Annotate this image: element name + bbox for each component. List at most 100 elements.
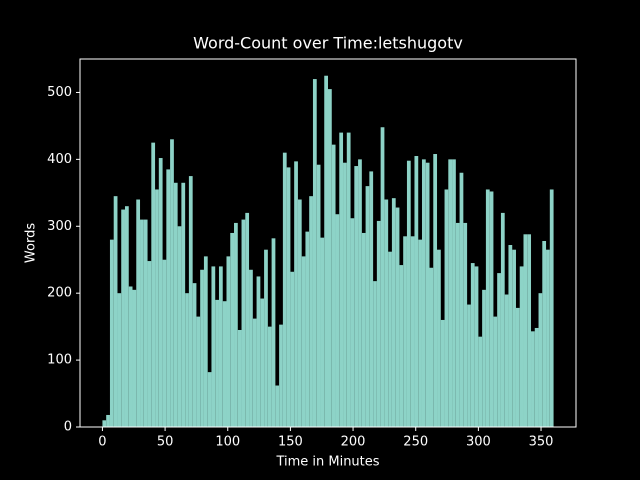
bar: [437, 249, 441, 427]
bar: [173, 182, 178, 427]
bar: [188, 176, 193, 427]
bar: [523, 234, 528, 427]
bar: [192, 283, 197, 427]
bar: [508, 245, 513, 427]
bar: [527, 234, 532, 427]
bar: [117, 293, 122, 427]
bar: [361, 232, 366, 427]
x-tick-label: 150: [278, 435, 303, 450]
bar: [113, 196, 118, 427]
x-tick-label: 300: [466, 435, 491, 450]
x-tick-label: 350: [529, 435, 554, 450]
bar: [500, 212, 505, 427]
bar: [237, 329, 242, 427]
bar: [215, 299, 219, 427]
bar: [463, 222, 468, 427]
bar: [181, 182, 186, 427]
bar: [354, 166, 359, 427]
bar: [467, 304, 471, 427]
bar: [147, 261, 152, 427]
y-tick-label: 300: [47, 219, 72, 234]
bar: [324, 75, 328, 428]
bar: [132, 289, 137, 427]
bar: [410, 236, 415, 427]
bar: [452, 159, 456, 427]
bar: [166, 169, 171, 427]
bar: [256, 276, 261, 427]
bar: [335, 214, 340, 427]
bar: [485, 189, 490, 427]
bar: [546, 249, 550, 427]
bar: [249, 269, 253, 427]
bar: [267, 326, 272, 427]
bar: [316, 164, 321, 427]
chart-title: Word-Count over Time:letshugotv: [193, 34, 463, 53]
bar: [245, 212, 250, 427]
y-tick-label: 0: [64, 420, 72, 435]
bar: [196, 316, 201, 427]
bar: [470, 263, 475, 427]
bar: [264, 249, 268, 427]
bar: [286, 167, 291, 427]
bar: [380, 127, 385, 427]
bar: [294, 161, 298, 427]
x-tick-label: 0: [98, 435, 106, 450]
bar: [275, 385, 280, 427]
bar: [252, 318, 257, 427]
bar: [309, 196, 313, 427]
bar: [391, 198, 396, 427]
bar: [358, 159, 362, 427]
bar: [538, 293, 543, 427]
bar: [482, 289, 486, 427]
bar: [531, 331, 535, 427]
bar: [218, 266, 223, 427]
bar: [388, 251, 392, 427]
x-tick-label: 250: [403, 435, 428, 450]
bar: [369, 171, 374, 427]
bar: [230, 232, 235, 427]
x-axis-label: Time in Minutes: [275, 455, 379, 470]
y-axis-label: Words: [24, 223, 39, 263]
bar: [234, 222, 238, 427]
bar: [421, 159, 426, 427]
bar: [429, 267, 434, 427]
bar: [331, 144, 336, 428]
bar: [376, 220, 381, 427]
x-tick-label: 200: [341, 435, 366, 450]
bar: [444, 189, 449, 427]
bar: [497, 273, 501, 427]
x-tick-label: 100: [215, 435, 240, 450]
bar: [226, 256, 231, 427]
bar: [305, 231, 310, 427]
bar: [222, 301, 227, 427]
bar: [162, 259, 167, 427]
bar: [128, 286, 133, 427]
bar: [418, 239, 422, 427]
bar: [478, 336, 483, 427]
y-tick-label: 400: [47, 152, 72, 167]
bar: [279, 324, 283, 427]
bar: [312, 79, 317, 427]
y-tick-label: 500: [47, 85, 72, 100]
bar: [136, 199, 141, 427]
bar: [121, 209, 125, 427]
bar: [512, 249, 516, 427]
bar: [170, 139, 174, 428]
bar: [395, 207, 400, 427]
bar: [433, 154, 438, 427]
bar: [406, 160, 411, 427]
bar: [155, 189, 159, 427]
bar: [297, 199, 302, 427]
bar: [106, 414, 110, 427]
bar: [102, 420, 107, 427]
bar: [109, 239, 114, 427]
bar: [241, 219, 246, 427]
bar: [124, 206, 129, 427]
bar: [158, 158, 163, 427]
bar: [346, 132, 351, 427]
bar: [320, 237, 325, 427]
bar: [328, 89, 332, 427]
x-tick-label: 50: [157, 435, 174, 450]
bar: [459, 172, 464, 427]
